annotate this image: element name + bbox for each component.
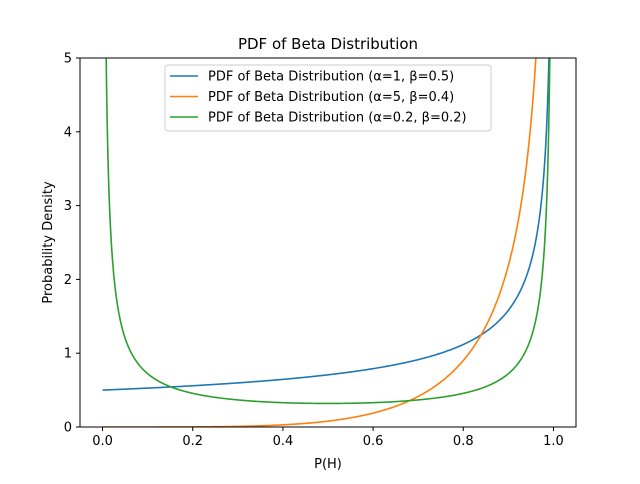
x-tick-label: 0.4 <box>273 434 294 449</box>
legend-label-2: PDF of Beta Distribution (α=5, β=0.4) <box>208 90 454 105</box>
chart-title: PDF of Beta Distribution <box>238 35 418 53</box>
x-axis: 0.0 0.2 0.4 0.6 0.8 1.0 <box>92 427 564 449</box>
legend-box <box>164 64 492 132</box>
y-tick-label: 4 <box>64 125 72 140</box>
y-tick-label: 2 <box>64 273 72 288</box>
x-tick-label: 1.0 <box>543 434 564 449</box>
y-tick-label: 3 <box>64 199 72 214</box>
legend-label-1: PDF of Beta Distribution (α=1, β=0.5) <box>208 70 454 85</box>
y-tick-label: 1 <box>64 347 72 362</box>
x-tick-label: 0.0 <box>92 434 113 449</box>
legend-label-3: PDF of Beta Distribution (α=0.2, β=0.2) <box>208 111 467 126</box>
x-axis-label: P(H) <box>314 457 342 472</box>
plot-frame <box>79 57 577 428</box>
series-line-1 <box>102 58 550 391</box>
y-tick-label: 0 <box>64 421 72 436</box>
series-line-3 <box>105 58 551 405</box>
y-axis: 0 1 2 3 4 5 <box>64 52 80 436</box>
x-tick-label: 0.8 <box>453 434 474 449</box>
x-tick-label: 0.6 <box>363 434 384 449</box>
x-tick-label: 0.2 <box>182 434 203 449</box>
y-axis-label: Probability Density <box>41 181 56 304</box>
y-tick-label: 5 <box>64 52 72 67</box>
legend: PDF of Beta Distribution (α=1, β=0.5) PDF… <box>164 64 492 132</box>
